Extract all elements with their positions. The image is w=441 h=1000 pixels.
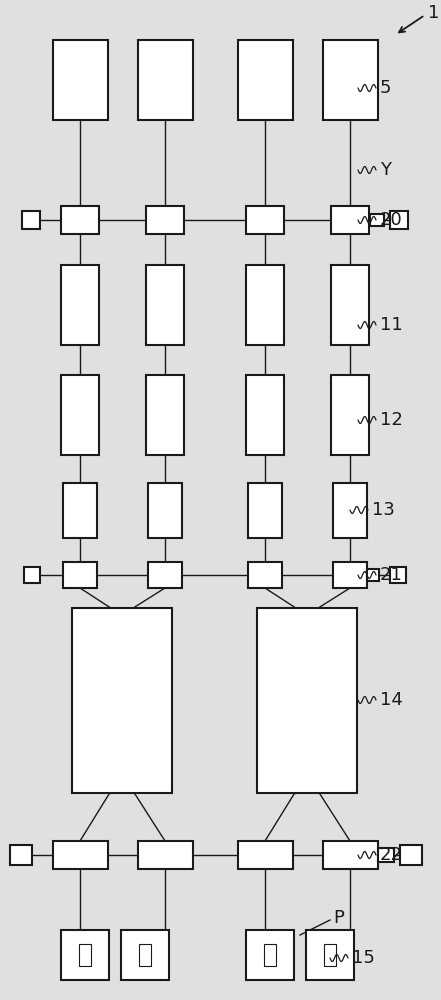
Bar — [138, 841, 193, 869]
Bar — [322, 40, 377, 120]
Bar — [331, 375, 369, 455]
Bar — [10, 845, 32, 865]
Bar — [257, 607, 357, 792]
Bar — [52, 40, 108, 120]
Bar — [61, 265, 99, 345]
Bar — [306, 930, 354, 980]
Bar — [324, 944, 336, 966]
Bar — [333, 562, 367, 588]
Text: 11: 11 — [380, 316, 403, 334]
Bar — [148, 562, 182, 588]
Bar — [138, 40, 193, 120]
Bar — [400, 845, 422, 865]
Bar — [146, 206, 184, 234]
Bar — [146, 375, 184, 455]
Text: 14: 14 — [380, 691, 403, 709]
Text: 21: 21 — [380, 566, 403, 584]
Bar — [367, 569, 379, 581]
Bar — [24, 567, 40, 583]
Bar — [248, 483, 282, 538]
Bar — [238, 40, 292, 120]
Bar — [238, 841, 292, 869]
Bar — [121, 930, 169, 980]
Bar — [139, 944, 151, 966]
Text: 22: 22 — [380, 846, 403, 864]
Bar — [63, 483, 97, 538]
Bar — [61, 375, 99, 455]
Text: 20: 20 — [380, 211, 403, 229]
Bar — [331, 265, 369, 345]
Bar — [370, 214, 384, 226]
Bar — [246, 265, 284, 345]
Bar — [322, 841, 377, 869]
Text: 1: 1 — [428, 4, 439, 22]
Text: 12: 12 — [380, 411, 403, 429]
Bar — [390, 567, 406, 583]
Bar — [61, 930, 109, 980]
Bar — [264, 944, 276, 966]
Bar — [246, 206, 284, 234]
Bar — [248, 562, 282, 588]
Bar — [390, 211, 408, 229]
Bar — [246, 930, 294, 980]
Bar — [246, 375, 284, 455]
Bar — [333, 483, 367, 538]
Bar — [148, 483, 182, 538]
Bar — [79, 944, 91, 966]
Bar — [22, 211, 40, 229]
Text: 15: 15 — [352, 949, 375, 967]
Bar — [331, 206, 369, 234]
Text: P: P — [333, 909, 344, 927]
Text: Y: Y — [380, 161, 391, 179]
Bar — [146, 265, 184, 345]
Bar — [52, 841, 108, 869]
Text: 13: 13 — [372, 501, 395, 519]
Bar — [61, 206, 99, 234]
Bar — [63, 562, 97, 588]
Bar — [72, 607, 172, 792]
Bar — [377, 848, 393, 862]
Text: 5: 5 — [380, 79, 392, 97]
